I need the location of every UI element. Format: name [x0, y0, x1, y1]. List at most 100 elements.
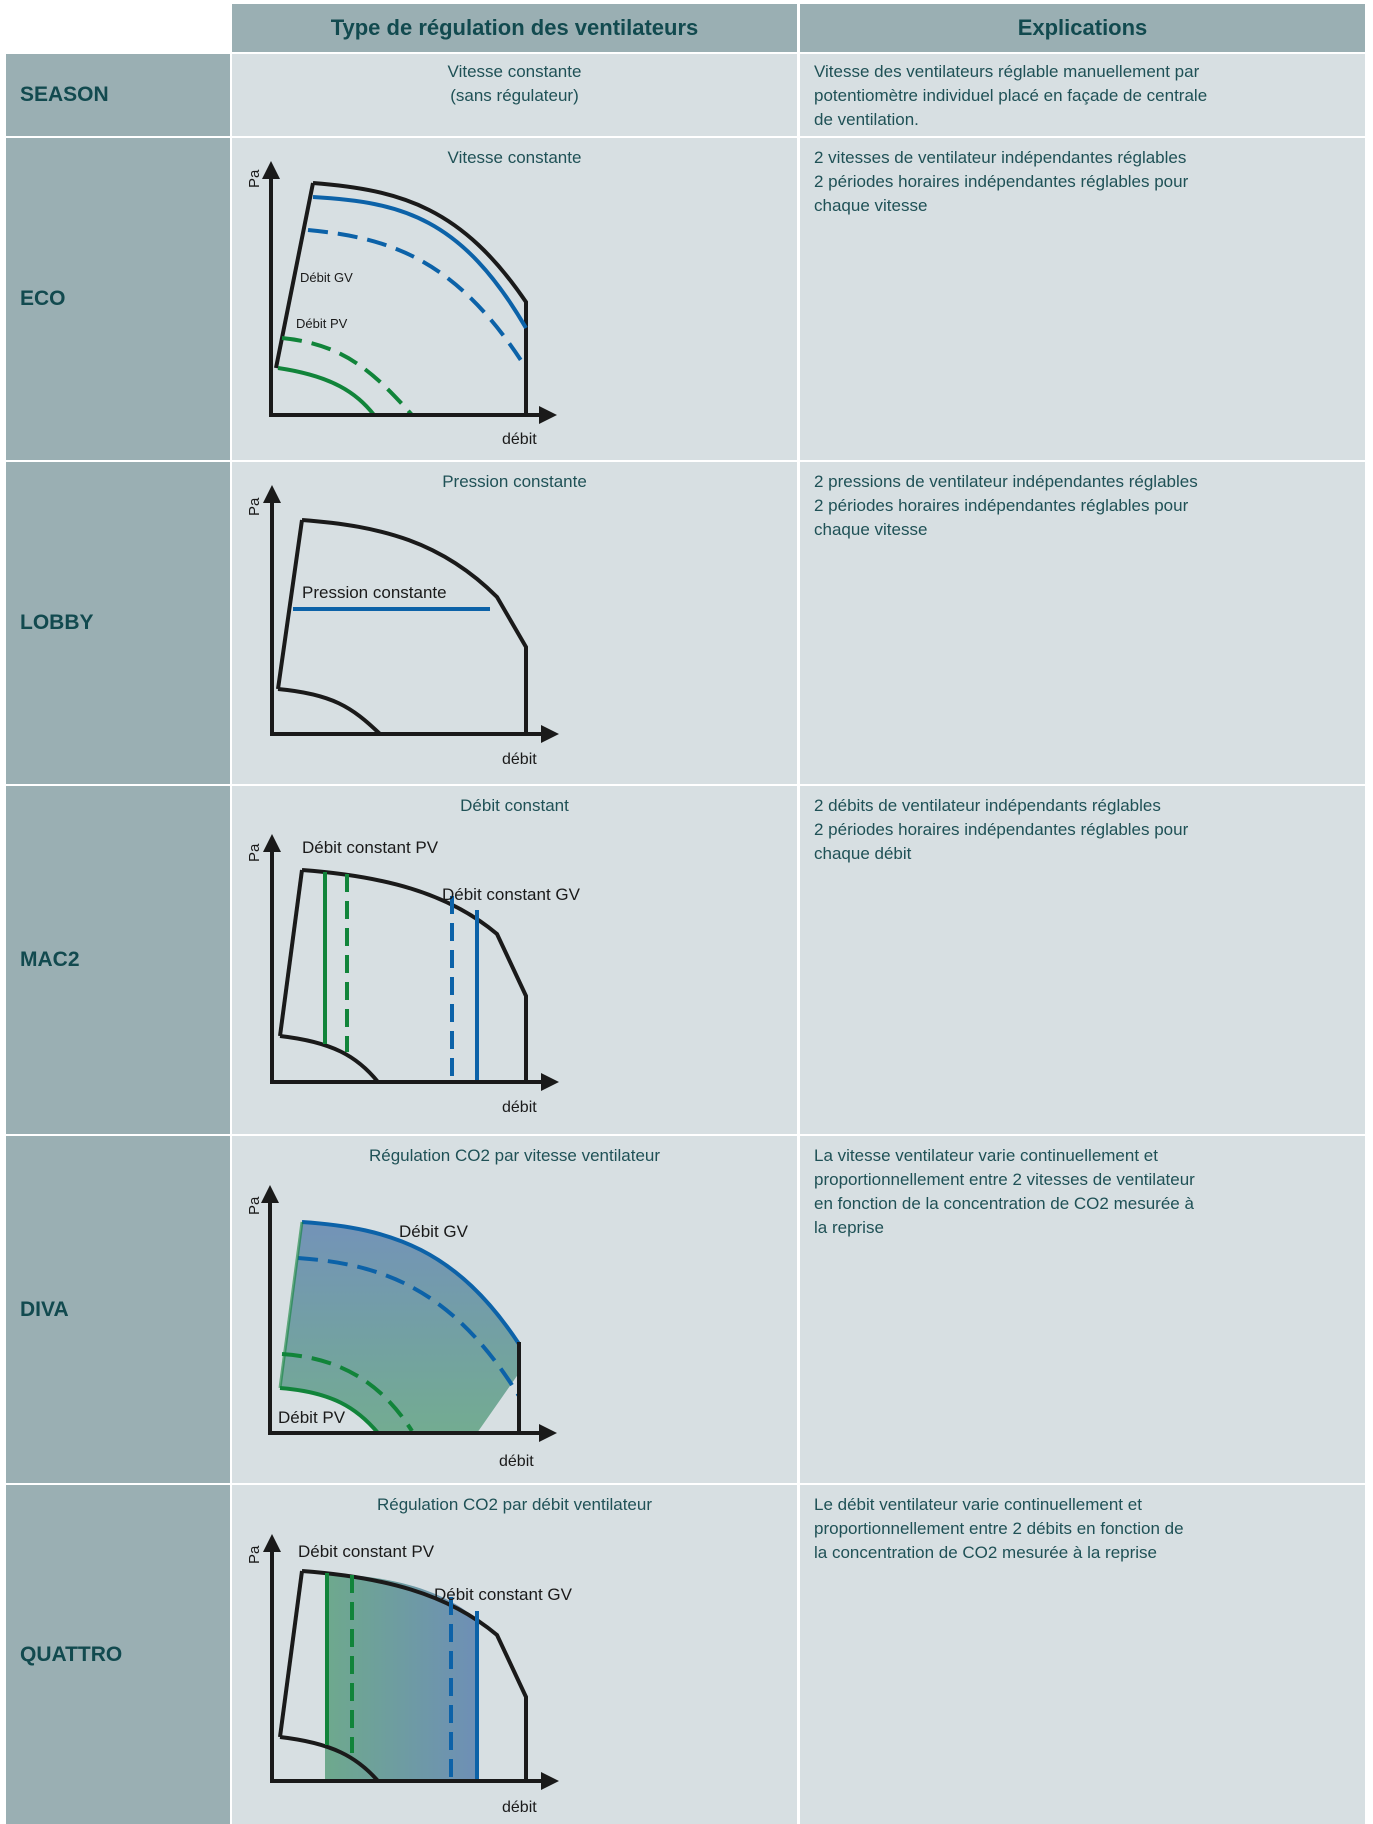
fan-low-curve	[277, 687, 382, 736]
row-mac2: MAC2 Débit constant Pa débit Débit const…	[6, 786, 1365, 1134]
expl-line: chaque vitesse	[814, 520, 928, 539]
curve-gv-dashed	[297, 1256, 521, 1398]
expl-line: en fonction de la concentration de CO2 m…	[814, 1194, 1194, 1213]
expl-cell-quattro: Le débit ventilateur varie continuelleme…	[800, 1485, 1365, 1824]
expl-cell-eco: 2 vitesses de ventilateur indépendantes …	[800, 138, 1365, 460]
expl-line: proportionnellement entre 2 débits en fo…	[814, 1519, 1184, 1538]
column-header-explications: Explications	[800, 4, 1365, 52]
fan-curve-chart-eco: Pa débit Débit GV Débit PV	[246, 161, 557, 448]
annotation-debit-constant-pv: Débit constant PV	[302, 838, 439, 857]
type-title-quattro: Régulation CO2 par débit ventilateur	[377, 1495, 652, 1514]
row-eco: ECO Vitesse constante Pa débit Débit GV …	[6, 138, 1365, 460]
curve-gv-solid	[312, 195, 528, 330]
regulation-area	[325, 1573, 477, 1781]
row-label-season: SEASON	[6, 54, 230, 136]
fan-low-curve	[279, 1034, 380, 1084]
curve-pv-solid	[277, 366, 376, 417]
expl-line: 2 périodes horaires indépendantes réglab…	[814, 820, 1189, 839]
fan-max-curve	[312, 181, 528, 415]
expl-line: proportionnellement entre 2 vitesses de …	[814, 1170, 1195, 1189]
annotation-debit-constant-gv: Débit constant GV	[442, 885, 581, 904]
expl-line: 2 périodes horaires indépendantes réglab…	[814, 496, 1189, 515]
annotation-debit-constant-gv: Débit constant GV	[434, 1585, 573, 1604]
annotation-debit-gv: Débit GV	[300, 270, 353, 285]
expl-cell-lobby: 2 pressions de ventilateur indépendantes…	[800, 462, 1365, 784]
type-title-eco: Vitesse constante	[447, 148, 582, 167]
curve-gv-solid	[301, 1220, 521, 1346]
type-line-1: Vitesse constante	[447, 62, 582, 81]
fan-min-curve	[278, 869, 304, 1037]
row-diva: DIVA Régulation CO2 par vitesse ventilat…	[6, 1136, 1365, 1483]
expl-line: Vitesse des ventilateurs réglable manuel…	[814, 62, 1200, 81]
expl-text-diva: La vitesse ventilateur varie continuelle…	[814, 1144, 1274, 1240]
annotation-pression-constante: Pression constante	[302, 583, 447, 602]
expl-line: potentiomètre individuel placé en façade…	[814, 86, 1208, 105]
fan-max-curve	[301, 1569, 528, 1781]
expl-line: chaque débit	[814, 844, 912, 863]
type-cell-lobby: Pression constante Pa débit Pression con…	[232, 462, 797, 784]
x-axis-label: débit	[502, 1799, 537, 1816]
type-line-2: (sans régulateur)	[450, 86, 579, 105]
fan-curve-chart-diva: Pa débit Débit GV Débit PV	[246, 1185, 557, 1470]
expl-line: Le débit ventilateur varie continuelleme…	[814, 1495, 1142, 1514]
y-axis-label: Pa	[246, 1196, 263, 1215]
expl-cell-mac2: 2 débits de ventilateur indépendants rég…	[800, 786, 1365, 1134]
fan-min-curve	[278, 1221, 304, 1389]
expl-line: 2 pressions de ventilateur indépendantes…	[814, 472, 1198, 491]
x-axis-label: débit	[502, 751, 537, 768]
row-quattro: QUATTRO Régulation CO2 par débit ventila…	[6, 1485, 1365, 1824]
x-axis-label: débit	[499, 1453, 534, 1470]
annotation-debit-constant-pv: Débit constant PV	[298, 1542, 435, 1561]
type-title-mac2: Débit constant	[460, 796, 569, 815]
annotation-debit-pv: Débit PV	[278, 1408, 346, 1427]
expl-cell-diva: La vitesse ventilateur varie continuelle…	[800, 1136, 1365, 1483]
type-title-diva: Régulation CO2 par vitesse ventilateur	[368, 1146, 661, 1165]
type-cell-mac2: Débit constant Pa débit Débit constant P…	[232, 786, 797, 1134]
row-label-lobby: LOBBY	[6, 462, 230, 784]
expl-text-mac2: 2 débits de ventilateur indépendants rég…	[814, 794, 1274, 866]
fan-min-curve	[278, 1570, 304, 1738]
curve-pv-solid	[279, 1386, 380, 1435]
expl-text-lobby: 2 pressions de ventilateur indépendantes…	[814, 470, 1274, 542]
fan-min-curve	[276, 519, 304, 690]
type-title-lobby: Pression constante	[442, 472, 587, 491]
expl-line: La vitesse ventilateur varie continuelle…	[814, 1146, 1158, 1165]
expl-line: chaque vitesse	[814, 196, 928, 215]
row-label-mac2: MAC2	[6, 786, 230, 1134]
type-cell-quattro: Régulation CO2 par débit ventilateur Pa …	[232, 1485, 797, 1824]
expl-text-eco: 2 vitesses de ventilateur indépendantes …	[814, 146, 1274, 218]
curve-pv-dashed	[281, 1352, 414, 1433]
x-axis-label: débit	[502, 1099, 537, 1116]
fan-low-curve	[279, 1735, 380, 1783]
expl-line: 2 périodes horaires indépendantes réglab…	[814, 172, 1189, 191]
curve-gv-dashed	[307, 228, 528, 370]
x-axis-label: débit	[502, 431, 537, 448]
row-label-eco: ECO	[6, 138, 230, 460]
expl-line: la concentration de CO2 mesurée à la rep…	[814, 1543, 1158, 1562]
expl-line: de ventilation.	[814, 110, 919, 129]
fan-curve-chart-lobby: Pa débit Pression constante	[246, 485, 559, 768]
annotation-debit-gv: Débit GV	[399, 1222, 469, 1241]
row-label-quattro: QUATTRO	[6, 1485, 230, 1824]
expl-line: 2 débits de ventilateur indépendants rég…	[814, 796, 1161, 815]
fan-max-curve	[301, 868, 528, 1082]
y-axis-label: Pa	[246, 1545, 263, 1564]
type-title-season: Vitesse constante (sans régulateur)	[232, 60, 797, 108]
fan-curve-chart-mac2: Pa débit Débit constant PV Débit constan…	[246, 834, 581, 1116]
expl-cell-season: Vitesse des ventilateurs réglable manuel…	[800, 54, 1365, 136]
y-axis-label: Pa	[246, 169, 263, 188]
type-cell-eco: Vitesse constante Pa débit Débit GV Débi…	[232, 138, 797, 460]
expl-text-quattro: Le débit ventilateur varie continuelleme…	[814, 1493, 1274, 1565]
type-cell-diva: Régulation CO2 par vitesse ventilateur P…	[232, 1136, 797, 1483]
fan-max-curve	[301, 518, 528, 734]
column-header-type: Type de régulation des ventilateurs	[232, 4, 797, 52]
expl-text-season: Vitesse des ventilateurs réglable manuel…	[814, 60, 1274, 132]
annotation-debit-pv: Débit PV	[296, 316, 348, 331]
row-label-diva: DIVA	[6, 1136, 230, 1483]
fan-curve-chart-quattro: Pa débit Débit constant PV Débit constan…	[246, 1534, 573, 1816]
type-cell-season: Vitesse constante (sans régulateur)	[232, 54, 797, 136]
y-axis-label: Pa	[246, 497, 263, 516]
y-axis-label: Pa	[246, 843, 263, 862]
regulation-area	[280, 1222, 519, 1433]
expl-line: 2 vitesses de ventilateur indépendantes …	[814, 148, 1187, 167]
